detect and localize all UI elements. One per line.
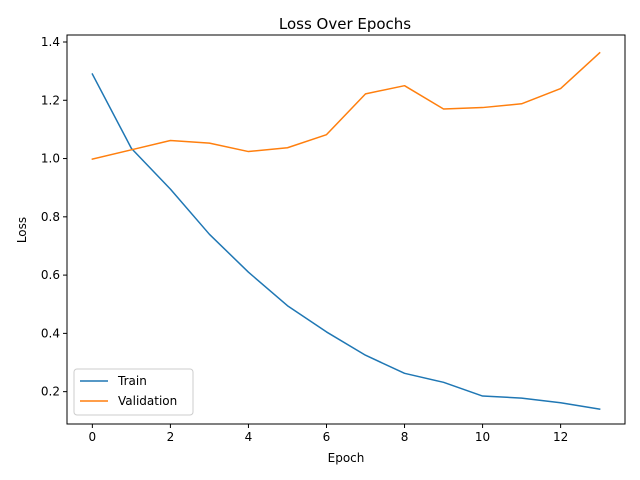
x-tick-label: 6	[323, 430, 331, 444]
x-tick-label: 10	[475, 430, 490, 444]
y-tick-label: 0.2	[41, 385, 60, 399]
series-line-train	[91, 73, 601, 411]
legend: Train Validation	[73, 368, 194, 416]
y-tick-label: 0.6	[41, 268, 60, 282]
plot-frame	[66, 34, 626, 425]
series-line-validation	[91, 51, 601, 161]
chart-title: Loss Over Epochs	[279, 15, 411, 33]
y-tick-label: 1.0	[41, 152, 60, 166]
plot-area	[66, 34, 626, 425]
y-axis: 0.2 0.4 0.6 0.8 1.0 1.2 1.4	[41, 35, 67, 399]
y-tick-label: 0.4	[41, 326, 60, 340]
series-layer	[91, 51, 601, 411]
x-axis: 0 2 4 6 8 10 12	[89, 424, 568, 444]
y-tick-label: 1.2	[41, 93, 60, 107]
x-axis-label: Epoch	[328, 451, 365, 465]
x-tick-label: 0	[89, 430, 97, 444]
x-tick-label: 2	[167, 430, 175, 444]
legend-label-train: Train	[117, 374, 147, 388]
x-tick-label: 4	[245, 430, 253, 444]
y-tick-label: 0.8	[41, 210, 60, 224]
legend-label-validation: Validation	[118, 394, 177, 408]
x-tick-label: 8	[401, 430, 409, 444]
x-tick-label: 12	[553, 430, 568, 444]
y-tick-label: 1.4	[41, 35, 60, 49]
y-axis-label: Loss	[15, 217, 29, 243]
